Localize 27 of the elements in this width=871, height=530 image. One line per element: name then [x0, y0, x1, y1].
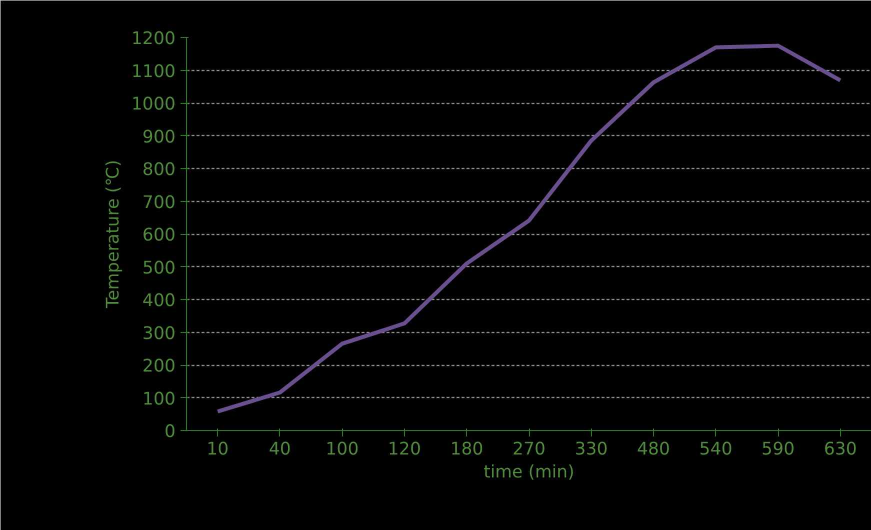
y-tick-label: 400	[142, 291, 176, 311]
x-tick-label: 630	[824, 440, 857, 460]
x-tick-label: 180	[450, 440, 484, 460]
x-tick-label: 10	[206, 440, 229, 460]
x-tick-label: 270	[512, 440, 546, 460]
y-tick-label: 900	[142, 127, 176, 148]
y-tick-label: 1200	[131, 29, 176, 49]
y-tick-label: 500	[142, 258, 176, 278]
y-tick-label: 200	[142, 356, 176, 376]
y-tick-label: 300	[142, 324, 176, 344]
x-tick-label: 590	[762, 440, 795, 460]
x-axis-title: time (min)	[484, 462, 574, 482]
y-axis-title: Temperature (℃)	[103, 160, 124, 310]
y-tick-label: 100	[142, 389, 176, 410]
x-tick-label: 540	[699, 440, 732, 460]
y-tick-label: 0	[164, 422, 176, 442]
x-tick-label: 330	[574, 440, 608, 460]
x-tick-label: 480	[637, 440, 670, 460]
x-tick-label: 100	[326, 440, 359, 460]
y-tick-label: 1000	[131, 94, 176, 114]
y-tick-label: 700	[142, 192, 176, 213]
y-tick-label: 800	[142, 160, 176, 180]
y-tick-label: 600	[142, 226, 176, 246]
line-series	[216, 44, 842, 414]
x-tick-label: 40	[268, 440, 291, 460]
y-tick-label: 1100	[131, 62, 176, 82]
x-tick-label: 120	[388, 440, 421, 460]
